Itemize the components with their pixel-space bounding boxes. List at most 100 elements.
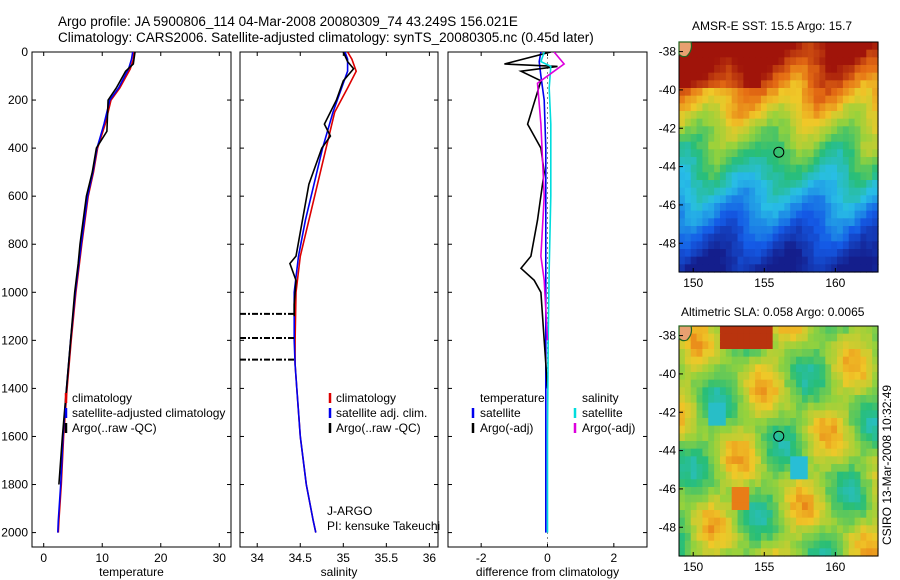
sst_map-cell [772,149,780,158]
sst_map-cell [702,65,709,74]
sst_map-cell [702,218,709,227]
sst_map-cell [784,256,791,265]
sla_map-cell [679,402,686,411]
sla_map-cell [749,418,756,427]
sst_map-cell [684,111,692,120]
sla_map-cell [860,379,867,388]
sla_map-cell [731,402,739,411]
sst_map-cell [772,233,780,242]
sst_map-cell [708,126,715,135]
sla_map-cell [737,372,744,381]
sst_map-cell [708,180,715,189]
sla_map-cell [842,448,850,457]
sla_map-cell [819,525,826,534]
sst_map-cell [848,57,856,66]
sla_map-cell [708,471,715,480]
sla_map-cell [837,456,844,465]
sst_map-cell [837,164,844,173]
sla_map-cell [766,464,774,473]
sla_map-cell [749,333,756,342]
sst_map-cell [679,226,686,235]
sst_map-cell [842,72,850,81]
sst_map-cell [755,80,762,89]
sst_map-cell [825,141,832,150]
sla_map-cell [772,525,780,534]
sla_map-cell [854,494,862,503]
sst_map-cell [725,203,733,212]
sst_map-cell [790,210,797,219]
sst_map-cell [848,42,856,51]
sst_map-cell [801,49,809,58]
depth-tick-label: 1000 [1,285,28,299]
sst_map-cell [737,141,744,150]
sst_map-cell [749,187,756,196]
sla_map-cell [772,379,780,388]
sst_map-cell [825,42,832,51]
sst_map-cell [719,264,727,273]
sla_map-cell [731,494,739,503]
difference-legend-salinity-header: salinity [582,391,619,405]
sst_map-cell [714,157,721,166]
sst_map-cell [801,72,809,81]
sla_map-cell [831,502,838,511]
sla_map-cell [714,379,721,388]
sst_map-cell [801,210,809,219]
sla_map-cell [737,341,744,350]
sst_map-cell [784,187,791,196]
sst_map-cell [825,218,832,227]
sst_map-cell [737,95,744,104]
sla_map-cell [813,395,821,404]
sst_map-cell [731,57,739,66]
sst_map-cell [772,95,780,104]
sst_map-cell [784,111,791,120]
sla_map-argo-marker [773,430,785,442]
sst_map-cell [837,233,844,242]
sla_map-cell [743,356,750,365]
sst_map-cell [690,134,698,143]
sla_map-cell [801,433,809,442]
sst_map-cell [737,187,744,196]
sst_map-cell [696,72,704,81]
temperature-xtick-label: 30 [213,551,227,565]
sla_map-cell [766,448,774,457]
sla_map-cell [696,479,704,488]
sla_map-cell [854,387,862,396]
sla_map-cell [807,425,815,434]
sst_map-cell [819,111,826,120]
sla_map-cell [842,533,850,542]
sla_map-cell [813,379,821,388]
sst_map-cell [848,118,856,127]
sst_map-cell [679,118,686,127]
sla_map-cell [719,372,727,381]
sst_map-cell [866,187,873,196]
sla_map-cell [725,510,733,519]
sla_map-cell [737,540,744,549]
sla_map-cell [725,533,733,542]
sla_map-cell [702,326,709,335]
sst_map-cell [749,226,756,235]
sla_map-cell [831,517,838,526]
sst_map-cell [796,95,803,104]
sst_map-cell [831,80,838,89]
sla_map-cell [760,456,768,465]
sst_map-cell [813,134,821,143]
sla_map-cell [731,510,739,519]
salinity-annotation-pi: PI: kensuke Takeuchi [327,519,440,533]
sla_map-cell [725,433,733,442]
sla_map-cell [696,540,704,549]
sst_map-cell [842,118,850,127]
sla_map-cell [790,395,797,404]
sst_map-cell [772,172,780,181]
sla_map-cell [684,387,692,396]
salinity-annotation-jargo: J-ARGO [327,504,372,518]
sst_map-cell [719,195,727,204]
sla_map-cell [743,494,750,503]
sla_map-cell [796,356,803,365]
sst_map-cell [702,256,709,265]
sla_map-cell [755,502,762,511]
sla_map-cell [825,379,832,388]
sla_map-cell [731,464,739,473]
sst_map-cell [737,49,744,58]
sla_map-cell [831,487,838,496]
sst_map-cell [866,126,873,135]
